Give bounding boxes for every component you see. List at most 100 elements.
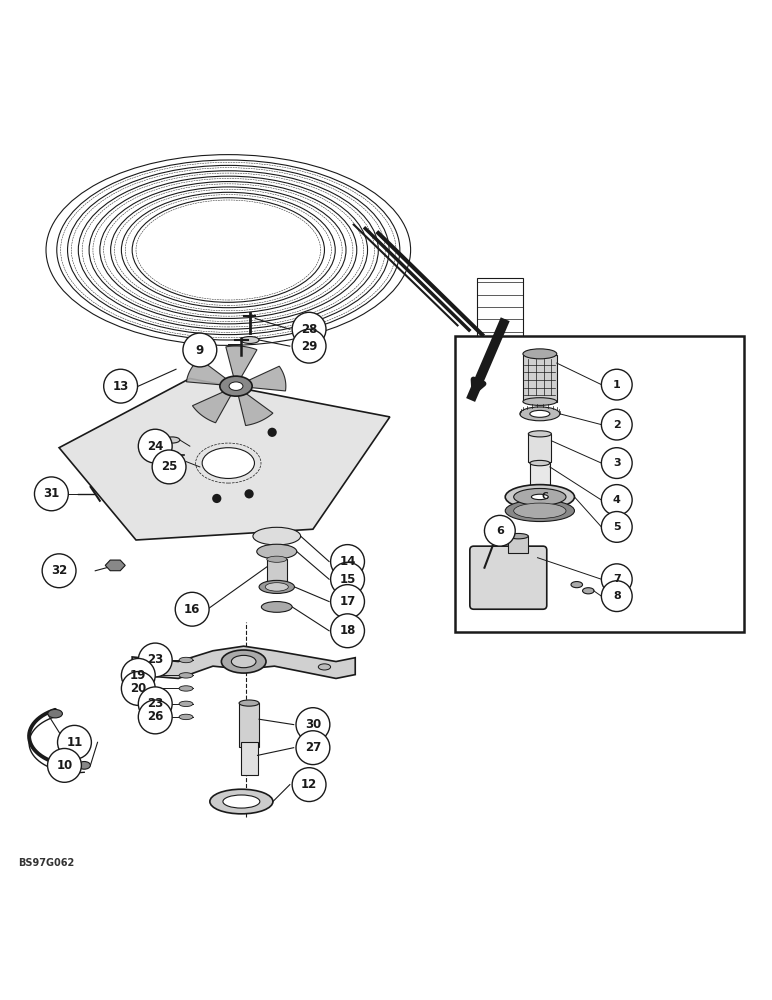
- Ellipse shape: [492, 534, 500, 538]
- Ellipse shape: [523, 349, 557, 359]
- Ellipse shape: [223, 795, 260, 808]
- Ellipse shape: [318, 664, 330, 670]
- Ellipse shape: [257, 544, 296, 559]
- Bar: [523, 355, 557, 402]
- Polygon shape: [187, 359, 227, 385]
- Bar: [239, 703, 259, 747]
- Circle shape: [292, 768, 326, 802]
- Ellipse shape: [583, 588, 594, 594]
- Circle shape: [601, 581, 632, 612]
- Circle shape: [601, 369, 632, 400]
- Text: 28: 28: [301, 323, 317, 336]
- Circle shape: [292, 312, 326, 346]
- Text: 15: 15: [340, 573, 356, 586]
- Polygon shape: [226, 346, 257, 377]
- Circle shape: [330, 585, 364, 618]
- Text: 3: 3: [613, 458, 621, 468]
- Ellipse shape: [571, 582, 583, 588]
- Circle shape: [138, 643, 172, 677]
- Text: 25: 25: [161, 460, 178, 473]
- Ellipse shape: [220, 376, 252, 396]
- Circle shape: [292, 329, 326, 363]
- Ellipse shape: [520, 407, 560, 421]
- Circle shape: [601, 564, 632, 595]
- Circle shape: [268, 428, 277, 437]
- Ellipse shape: [266, 583, 288, 591]
- Text: 29: 29: [301, 340, 317, 353]
- Circle shape: [138, 429, 172, 463]
- Text: 14: 14: [340, 555, 356, 568]
- Bar: [267, 559, 286, 584]
- Circle shape: [212, 494, 222, 503]
- Text: 11: 11: [66, 736, 83, 749]
- Ellipse shape: [505, 485, 574, 509]
- Circle shape: [58, 725, 91, 759]
- Ellipse shape: [505, 500, 574, 522]
- Circle shape: [121, 672, 155, 705]
- Ellipse shape: [179, 701, 193, 707]
- Text: 18: 18: [340, 624, 356, 637]
- Text: 7: 7: [613, 574, 621, 584]
- Circle shape: [601, 409, 632, 440]
- Text: 23: 23: [147, 653, 164, 666]
- Polygon shape: [59, 378, 390, 540]
- Ellipse shape: [179, 686, 193, 691]
- Ellipse shape: [179, 714, 193, 720]
- Circle shape: [296, 708, 330, 742]
- Circle shape: [152, 450, 186, 484]
- Bar: [241, 742, 258, 775]
- Ellipse shape: [262, 602, 292, 612]
- Text: 6: 6: [496, 526, 504, 536]
- Text: 2: 2: [613, 420, 621, 430]
- Circle shape: [183, 333, 217, 367]
- Text: 13: 13: [113, 380, 129, 393]
- Text: 31: 31: [43, 487, 59, 500]
- Ellipse shape: [523, 398, 557, 405]
- Text: 23: 23: [147, 697, 164, 710]
- Ellipse shape: [530, 410, 550, 417]
- Bar: [528, 434, 551, 462]
- Circle shape: [138, 687, 172, 721]
- Polygon shape: [239, 393, 273, 426]
- Text: 8: 8: [613, 591, 621, 601]
- Polygon shape: [105, 560, 125, 571]
- Ellipse shape: [508, 533, 528, 539]
- Ellipse shape: [530, 460, 550, 466]
- Ellipse shape: [239, 700, 259, 706]
- Ellipse shape: [179, 657, 193, 663]
- Ellipse shape: [48, 709, 63, 718]
- Circle shape: [330, 545, 364, 578]
- Circle shape: [330, 614, 364, 648]
- Bar: [477, 278, 523, 361]
- Text: 26: 26: [147, 710, 164, 723]
- Ellipse shape: [513, 488, 566, 505]
- Circle shape: [485, 515, 515, 546]
- Ellipse shape: [241, 337, 259, 343]
- Circle shape: [601, 448, 632, 478]
- Circle shape: [245, 489, 254, 498]
- Ellipse shape: [513, 503, 566, 518]
- Ellipse shape: [210, 789, 273, 814]
- Text: 5: 5: [613, 522, 621, 532]
- Bar: [508, 536, 528, 553]
- Circle shape: [35, 477, 68, 511]
- Text: 16: 16: [184, 603, 201, 616]
- Text: 17: 17: [340, 595, 356, 608]
- Ellipse shape: [229, 382, 243, 390]
- Circle shape: [121, 658, 155, 692]
- Ellipse shape: [528, 431, 551, 437]
- Circle shape: [42, 554, 76, 588]
- Text: 30: 30: [305, 718, 321, 731]
- Ellipse shape: [222, 650, 266, 673]
- Text: 1: 1: [613, 380, 621, 390]
- Circle shape: [138, 700, 172, 734]
- Text: 9: 9: [196, 344, 204, 357]
- Circle shape: [601, 512, 632, 542]
- Ellipse shape: [78, 762, 90, 769]
- Ellipse shape: [259, 580, 294, 593]
- FancyBboxPatch shape: [470, 546, 547, 609]
- Ellipse shape: [232, 655, 256, 668]
- Text: 12: 12: [301, 778, 317, 791]
- Circle shape: [330, 562, 364, 596]
- Text: 10: 10: [56, 759, 73, 772]
